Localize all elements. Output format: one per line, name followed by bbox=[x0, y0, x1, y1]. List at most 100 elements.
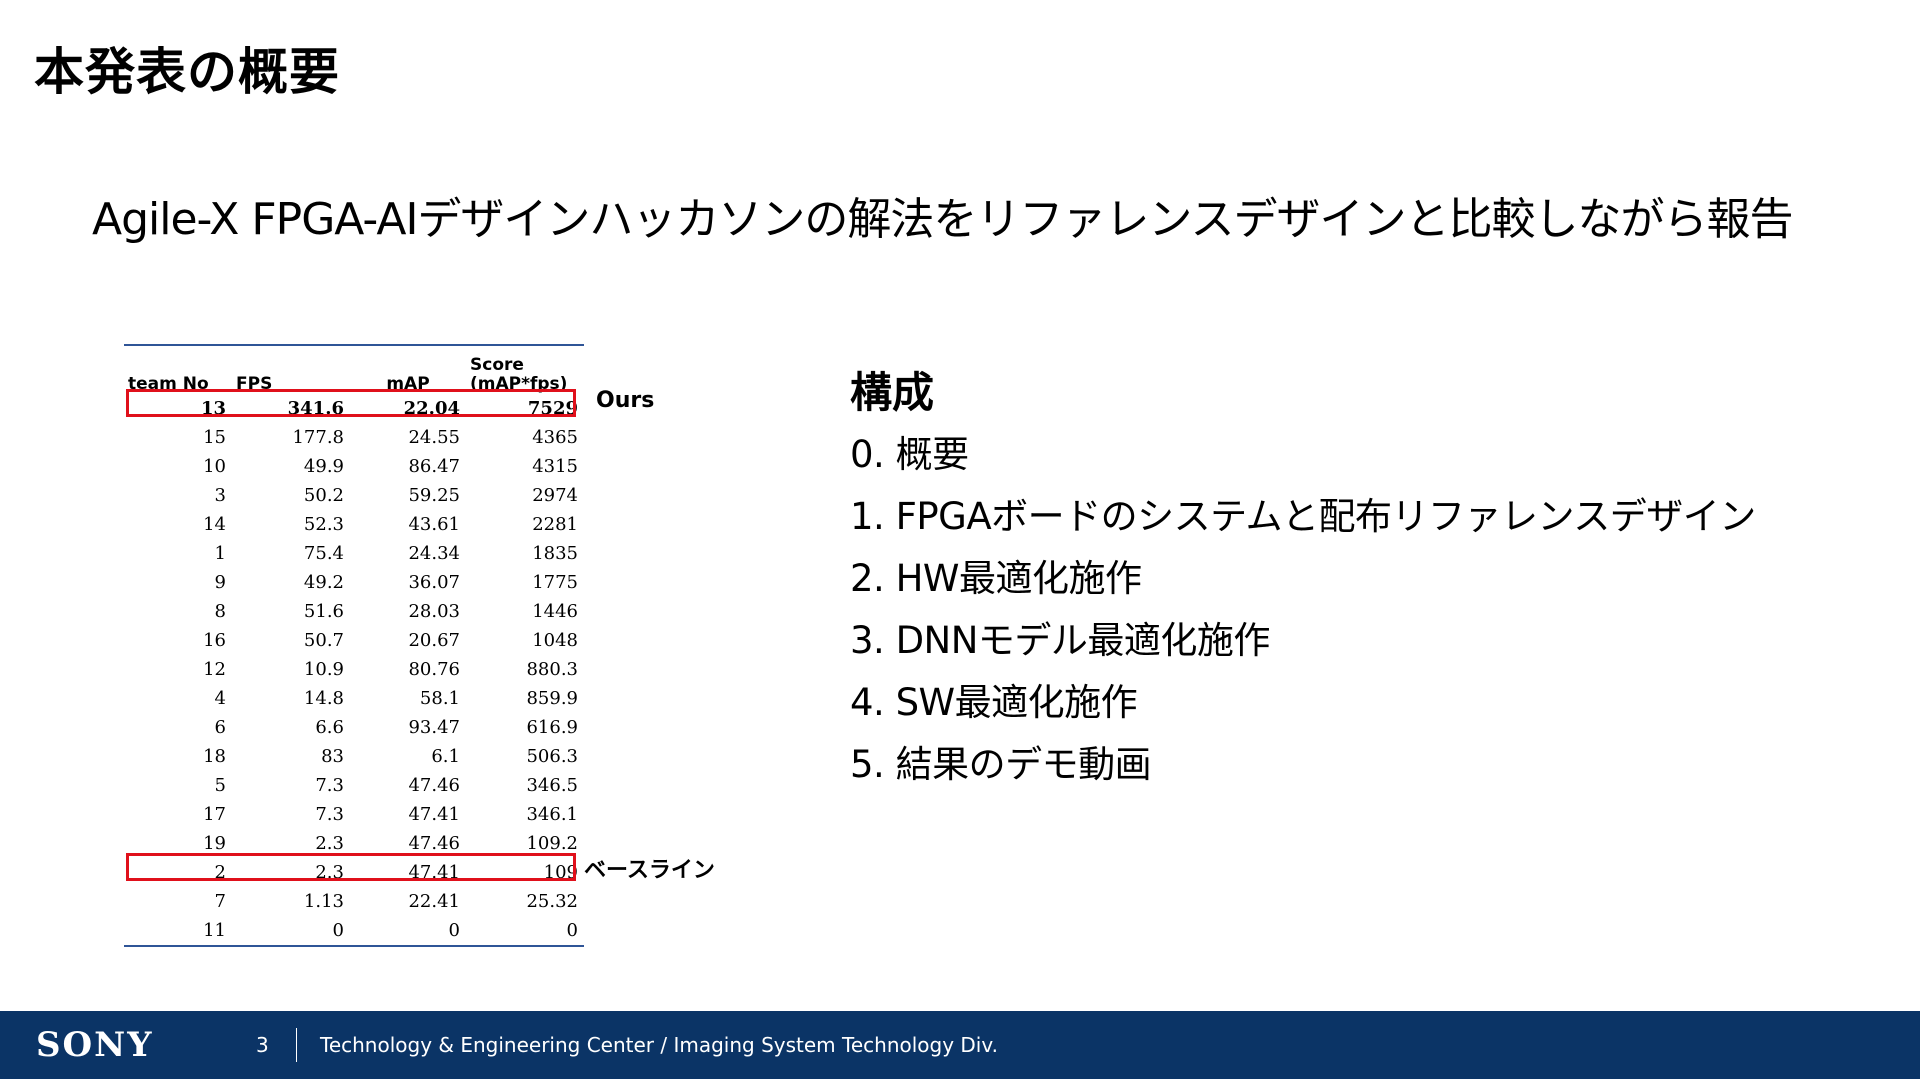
cell-map: 59.25 bbox=[408, 485, 460, 506]
cell-score: 346.5 bbox=[526, 775, 578, 796]
cell-fps: 7.3 bbox=[315, 775, 344, 796]
cell-team-no: 4 bbox=[214, 688, 226, 709]
cell-score: 506.3 bbox=[526, 746, 578, 767]
table-row: 19 2.3 47.46 109.2 bbox=[124, 829, 584, 858]
header-team-no: team No bbox=[128, 374, 209, 394]
cell-team-no: 3 bbox=[214, 485, 226, 506]
cell-map: 22.04 bbox=[403, 398, 460, 419]
cell-team-no: 16 bbox=[203, 630, 226, 651]
cell-team-no: 6 bbox=[214, 717, 226, 738]
cell-map: 58.1 bbox=[419, 688, 460, 709]
ours-highlight-box bbox=[126, 389, 576, 417]
cell-team-no: 14 bbox=[203, 514, 226, 535]
cell-fps: 52.3 bbox=[303, 514, 344, 535]
table-row: 3 50.2 59.25 2974 bbox=[124, 481, 584, 510]
table-row: 16 50.7 20.67 1048 bbox=[124, 626, 584, 655]
cell-team-no: 7 bbox=[214, 891, 226, 912]
outline-item-4: 4. SW最適化施作 bbox=[850, 681, 1138, 724]
table-row: 18 83 6.1 506.3 bbox=[124, 742, 584, 771]
cell-fps: 14.8 bbox=[303, 688, 344, 709]
header-map: mAP bbox=[386, 374, 430, 394]
baseline-highlight-box bbox=[126, 853, 576, 881]
cell-team-no: 19 bbox=[203, 833, 226, 854]
outline-item-0: 0. 概要 bbox=[850, 433, 969, 476]
cell-fps: 7.3 bbox=[315, 804, 344, 825]
cell-score: 25.32 bbox=[526, 891, 578, 912]
cell-score: 1835 bbox=[532, 543, 578, 564]
cell-fps: 6.6 bbox=[315, 717, 344, 738]
cell-score: 346.1 bbox=[526, 804, 578, 825]
footer-bar: SONY 3 Technology & Engineering Center /… bbox=[0, 1011, 1920, 1079]
table-row: 8 51.6 28.03 1446 bbox=[124, 597, 584, 626]
cell-score: 859.9 bbox=[526, 688, 578, 709]
outline-item-3: 3. DNNモデル最適化施作 bbox=[850, 619, 1270, 662]
cell-team-no: 12 bbox=[203, 659, 226, 680]
table-row: 17 7.3 47.41 346.1 bbox=[124, 800, 584, 829]
cell-map: 47.46 bbox=[408, 833, 460, 854]
cell-team-no: 11 bbox=[203, 920, 226, 941]
cell-score: 109 bbox=[543, 862, 578, 883]
header-fps: FPS bbox=[236, 374, 273, 394]
cell-score: 2974 bbox=[532, 485, 578, 506]
header-score-line2: (mAP*fps) bbox=[470, 374, 568, 394]
outline-item-5: 5. 結果のデモ動画 bbox=[850, 743, 1152, 786]
cell-fps: 2.3 bbox=[315, 833, 344, 854]
table-row: 12 10.9 80.76 880.3 bbox=[124, 655, 584, 684]
cell-fps: 51.6 bbox=[303, 601, 344, 622]
cell-score: 2281 bbox=[532, 514, 578, 535]
cell-score: 4365 bbox=[532, 427, 578, 448]
cell-score: 109.2 bbox=[526, 833, 578, 854]
cell-map: 47.41 bbox=[408, 804, 460, 825]
outline-heading: 構成 bbox=[850, 368, 935, 417]
cell-map: 0 bbox=[448, 920, 460, 941]
page-number: 3 bbox=[256, 1033, 269, 1057]
cell-team-no: 1 bbox=[214, 543, 226, 564]
subtitle: Agile-X FPGA-AIデザインハッカソンの解法をリファレンスデザインと比… bbox=[92, 194, 1794, 245]
cell-fps: 50.7 bbox=[303, 630, 344, 651]
cell-fps: 75.4 bbox=[303, 543, 344, 564]
cell-score: 880.3 bbox=[526, 659, 578, 680]
table-row: 6 6.6 93.47 616.9 bbox=[124, 713, 584, 742]
cell-map: 93.47 bbox=[408, 717, 460, 738]
cell-score: 1048 bbox=[532, 630, 578, 651]
cell-fps: 341.6 bbox=[287, 398, 344, 419]
cell-score: 7529 bbox=[527, 398, 578, 419]
cell-map: 36.07 bbox=[408, 572, 460, 593]
table-row: 15 177.8 24.55 4365 bbox=[124, 423, 584, 452]
table-row: 11 0 0 0 bbox=[124, 916, 584, 946]
cell-map: 24.34 bbox=[408, 543, 460, 564]
cell-fps: 49.9 bbox=[303, 456, 344, 477]
outline-item-2: 2. HW最適化施作 bbox=[850, 557, 1142, 600]
cell-map: 28.03 bbox=[408, 601, 460, 622]
outline-item-1: 1. FPGAボードのシステムと配布リファレンスデザイン bbox=[850, 495, 1756, 538]
cell-map: 43.61 bbox=[408, 514, 460, 535]
cell-team-no: 5 bbox=[214, 775, 226, 796]
cell-fps: 10.9 bbox=[303, 659, 344, 680]
cell-score: 0 bbox=[566, 920, 578, 941]
cell-team-no: 15 bbox=[203, 427, 226, 448]
cell-fps: 2.3 bbox=[315, 862, 344, 883]
footer-divider bbox=[296, 1028, 297, 1062]
table-header-row: team No FPS mAP Score (mAP*fps) bbox=[124, 345, 584, 394]
cell-fps: 177.8 bbox=[292, 427, 344, 448]
table-row: 4 14.8 58.1 859.9 bbox=[124, 684, 584, 713]
footer-text: Technology & Engineering Center / Imagin… bbox=[320, 1033, 999, 1057]
table-row: 7 1.13 22.41 25.32 bbox=[124, 887, 584, 916]
cell-score: 1446 bbox=[532, 601, 578, 622]
cell-map: 6.1 bbox=[431, 746, 460, 767]
cell-score: 616.9 bbox=[526, 717, 578, 738]
cell-team-no: 9 bbox=[214, 572, 226, 593]
cell-team-no: 8 bbox=[214, 601, 226, 622]
cell-fps: 1.13 bbox=[303, 891, 344, 912]
ours-label: Ours bbox=[596, 388, 655, 413]
cell-score: 4315 bbox=[532, 456, 578, 477]
table-row: 14 52.3 43.61 2281 bbox=[124, 510, 584, 539]
cell-map: 24.55 bbox=[408, 427, 460, 448]
page-title: 本発表の概要 bbox=[34, 43, 340, 101]
results-table: team No FPS mAP Score (mAP*fps) 1 3 341.6 2… bbox=[124, 344, 584, 947]
cell-map: 86.47 bbox=[408, 456, 460, 477]
cell-fps: 83 bbox=[321, 746, 344, 767]
outline-section: 構成 0. 概要 1. FPGAボードのシステムと配布リファレンスデザイン 2.… bbox=[850, 362, 1756, 796]
baseline-label: ベースライン bbox=[584, 858, 715, 883]
cell-team-no: 10 bbox=[203, 456, 226, 477]
